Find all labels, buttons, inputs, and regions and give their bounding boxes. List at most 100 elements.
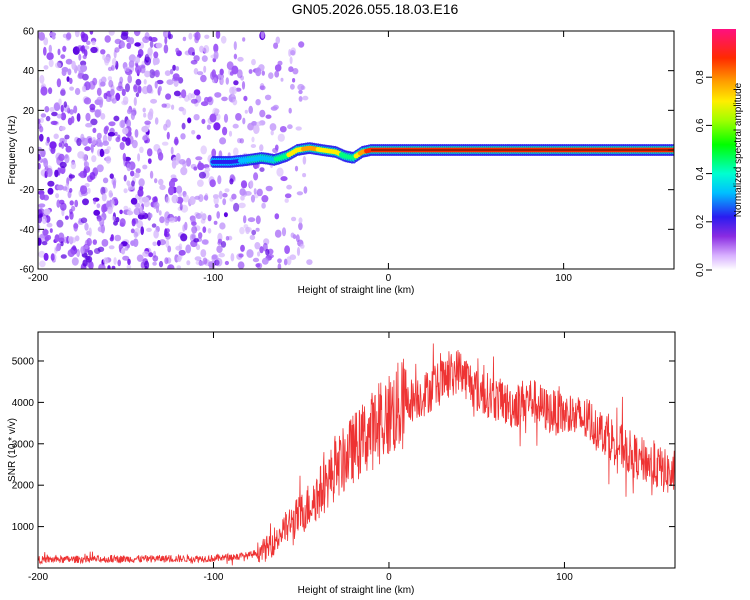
- noise-blob: [115, 92, 121, 101]
- colorbar: [712, 29, 736, 270]
- noise-blob: [138, 178, 145, 187]
- snr-x-label: Height of straight line (km): [298, 585, 415, 596]
- noise-blob: [277, 133, 285, 142]
- noise-blob: [259, 246, 264, 254]
- noise-blob: [284, 245, 290, 255]
- noise-blob: [43, 65, 49, 70]
- noise-blob: [56, 219, 64, 228]
- noise-blob: [82, 154, 88, 162]
- noise-blob: [92, 127, 97, 133]
- y-tick-label: 0: [28, 146, 34, 157]
- noise-blob: [131, 180, 135, 187]
- noise-blob: [244, 191, 252, 196]
- noise-blob: [196, 71, 204, 76]
- noise-blob: [290, 83, 295, 90]
- noise-blob: [295, 126, 302, 131]
- noise-blob: [259, 167, 265, 173]
- noise-blob: [66, 76, 70, 82]
- noise-blob: [198, 261, 205, 266]
- noise-blob: [143, 79, 147, 85]
- noise-blob: [122, 152, 127, 162]
- noise-blob: [165, 239, 170, 248]
- noise-blob: [47, 180, 55, 187]
- noise-blob: [57, 48, 61, 56]
- noise-blob: [167, 264, 175, 269]
- noise-blob: [134, 129, 139, 138]
- noise-blob: [43, 208, 51, 215]
- noise-blob: [280, 176, 288, 182]
- noise-blob: [300, 85, 306, 90]
- noise-blob: [249, 234, 256, 240]
- noise-blob: [128, 60, 135, 68]
- noise-blob: [109, 173, 114, 179]
- y-tick-label: 2000: [12, 481, 35, 492]
- noise-blob: [303, 186, 308, 194]
- noise-blob: [38, 237, 42, 246]
- noise-blob: [300, 243, 305, 249]
- noise-blob: [71, 60, 76, 70]
- noise-blob: [48, 87, 53, 95]
- noise-blob: [141, 196, 150, 203]
- noise-blob: [188, 32, 193, 40]
- noise-blob: [101, 193, 107, 202]
- noise-blob: [167, 31, 171, 40]
- noise-blob: [96, 216, 102, 222]
- y-tick-label: 40: [23, 66, 35, 77]
- noise-blob: [277, 258, 282, 264]
- noise-blob: [220, 241, 227, 248]
- noise-blob: [40, 113, 47, 118]
- noise-blob: [108, 190, 113, 198]
- noise-blob: [152, 196, 158, 203]
- noise-blob: [69, 200, 74, 206]
- noise-blob: [199, 45, 204, 53]
- noise-blob: [87, 187, 91, 194]
- noise-blob: [38, 162, 41, 170]
- noise-blob: [290, 232, 295, 238]
- y-tick-label: -20: [20, 185, 35, 196]
- noise-blob: [240, 195, 245, 201]
- noise-blob: [139, 205, 143, 213]
- noise-blob: [153, 229, 159, 239]
- noise-blob: [107, 66, 113, 72]
- noise-blob: [123, 205, 129, 211]
- noise-blob: [275, 36, 281, 44]
- noise-blob: [281, 227, 287, 237]
- noise-blob: [242, 117, 246, 125]
- noise-blob: [165, 217, 170, 224]
- noise-blob: [268, 72, 274, 79]
- noise-blob: [96, 164, 104, 173]
- noise-blob: [237, 56, 244, 62]
- noise-blob: [251, 229, 257, 236]
- noise-blob: [41, 215, 47, 225]
- noise-blob: [219, 222, 226, 230]
- noise-blob: [178, 192, 182, 198]
- noise-blob: [61, 66, 69, 73]
- noise-blob: [63, 101, 67, 108]
- noise-blob: [243, 215, 247, 224]
- noise-blob: [157, 148, 162, 157]
- y-tick-label: 1000: [12, 522, 35, 533]
- noise-blob: [56, 78, 62, 88]
- noise-blob: [193, 238, 200, 243]
- noise-blob: [39, 74, 45, 84]
- noise-blob: [295, 234, 300, 243]
- noise-blob: [64, 134, 70, 140]
- noise-blob: [133, 97, 137, 106]
- noise-blob: [91, 40, 96, 46]
- noise-blob: [96, 132, 102, 140]
- noise-blob: [207, 214, 212, 222]
- noise-blob: [142, 36, 150, 44]
- noise-blob: [122, 127, 129, 135]
- noise-blob: [238, 202, 246, 209]
- noise-blob: [45, 167, 53, 178]
- noise-blob: [96, 96, 104, 106]
- noise-blob: [193, 114, 200, 121]
- noise-blob: [146, 148, 153, 157]
- noise-blob: [134, 172, 140, 179]
- noise-blob: [108, 121, 116, 127]
- noise-blob: [284, 193, 292, 199]
- noise-blob: [258, 64, 265, 72]
- noise-blob: [191, 226, 198, 234]
- noise-blob: [87, 249, 93, 256]
